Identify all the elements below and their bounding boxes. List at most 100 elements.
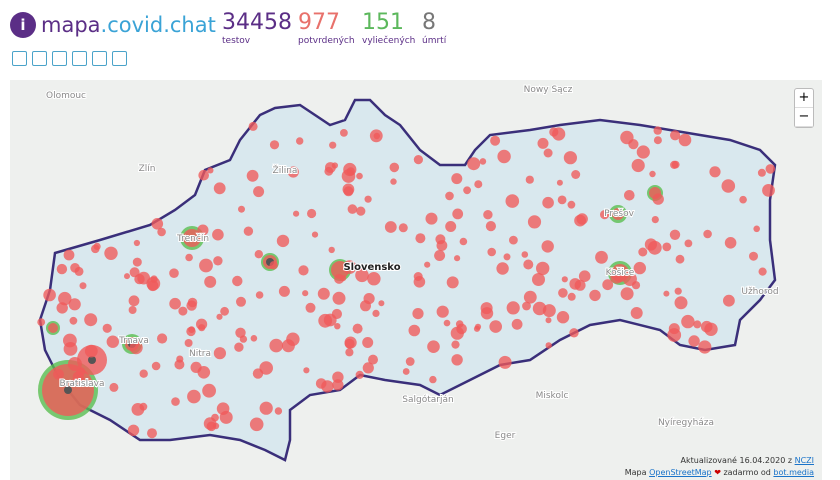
case-marker (91, 244, 100, 254)
case-marker (451, 340, 460, 349)
case-marker (212, 228, 224, 241)
share-embed[interactable] (112, 51, 127, 66)
case-marker (302, 290, 309, 297)
stat: 34458 testov (222, 10, 292, 46)
case-marker (602, 279, 614, 291)
case-marker (436, 240, 448, 251)
case-marker (600, 210, 610, 220)
case-marker (552, 127, 566, 141)
attribution: Mapa OpenStreetMap ❤ zadarmo od bot.medi… (625, 468, 814, 477)
case-marker (171, 397, 180, 406)
case-marker (402, 368, 410, 375)
case-marker (129, 267, 140, 278)
case-marker (213, 182, 226, 195)
share-facebook[interactable] (52, 51, 67, 66)
case-marker (364, 195, 372, 203)
case-marker (183, 229, 201, 247)
case-marker (681, 314, 695, 329)
author-link[interactable]: bot.media (773, 468, 814, 477)
case-marker (749, 251, 758, 261)
case-marker (723, 294, 735, 307)
case-marker (489, 320, 503, 333)
logo[interactable]: i mapa .covid.chat (10, 12, 216, 38)
case-marker (557, 195, 567, 205)
share-twitter[interactable] (72, 51, 87, 66)
case-marker (360, 300, 371, 312)
stat-value: 977 (298, 10, 340, 35)
stat-label: úmrtí (422, 36, 447, 46)
case-marker (48, 323, 58, 333)
stat-label: testov (222, 36, 251, 46)
case-marker (269, 261, 278, 270)
case-marker (556, 311, 570, 324)
map[interactable]: Olomouc Nowy Sącz Zlín Žilina Trenčín Slovens… (10, 80, 822, 480)
stat-value: 8 (422, 10, 436, 35)
case-marker (151, 218, 164, 230)
case-marker (509, 235, 518, 245)
case-marker (758, 267, 767, 276)
heart-icon: ❤ (714, 468, 721, 477)
place-label: Eger (495, 431, 516, 441)
case-marker (649, 170, 656, 178)
source-link[interactable]: NCZI (794, 456, 814, 465)
case-marker (675, 254, 685, 264)
stat-value: 151 (362, 10, 404, 35)
case-marker (133, 239, 140, 247)
case-marker (368, 354, 378, 365)
case-marker (340, 275, 347, 282)
case-marker (412, 308, 424, 320)
case-marker (137, 271, 151, 285)
case-marker (178, 306, 188, 316)
stat: 151 vyliečených (362, 10, 415, 46)
case-marker (567, 292, 576, 301)
case-marker (525, 175, 534, 184)
stat: 977 potvrdených (298, 10, 355, 46)
logo-suffix: .covid.chat (100, 13, 216, 37)
place-labels: Olomouc Nowy Sącz Zlín Žilina Trenčín Slovens… (45, 84, 780, 442)
case-marker (255, 291, 264, 299)
update-info: Aktualizované 16.04.2020 z NCZI (681, 456, 814, 465)
share-whatsapp[interactable] (12, 51, 27, 66)
place-label: Nitra (189, 349, 211, 359)
case-marker (674, 287, 682, 295)
case-marker (536, 261, 550, 276)
case-marker (324, 166, 334, 176)
case-marker (384, 221, 397, 233)
case-marker (235, 327, 246, 338)
case-marker (563, 151, 578, 165)
share-messenger[interactable] (32, 51, 47, 66)
case-marker (724, 237, 737, 249)
case-marker (212, 422, 220, 430)
case-marker (58, 291, 72, 306)
case-marker (157, 333, 168, 344)
case-marker (216, 313, 223, 320)
case-marker (653, 126, 662, 135)
case-marker (239, 335, 248, 343)
case-marker (467, 157, 481, 171)
case-marker (213, 256, 223, 266)
zoom-out[interactable]: − (795, 108, 813, 127)
case-marker (753, 225, 760, 233)
share-email[interactable] (92, 51, 107, 66)
case-marker (446, 276, 459, 289)
case-marker (698, 340, 712, 354)
osm-link[interactable]: OpenStreetMap (649, 468, 712, 477)
case-marker (278, 285, 290, 297)
case-marker (236, 296, 246, 307)
case-marker (345, 348, 354, 357)
case-marker (653, 136, 662, 145)
case-marker (184, 339, 193, 347)
case-marker (669, 229, 681, 240)
free-text: zadarmo od (723, 468, 771, 477)
case-marker (199, 258, 213, 273)
case-marker (647, 240, 662, 255)
case-marker (207, 167, 214, 174)
case-marker (541, 240, 554, 253)
zoom-in[interactable]: + (795, 89, 813, 108)
case-marker (253, 186, 265, 198)
case-marker (79, 282, 87, 290)
case-marker (556, 179, 563, 186)
case-marker (356, 172, 363, 180)
case-marker (204, 275, 217, 288)
